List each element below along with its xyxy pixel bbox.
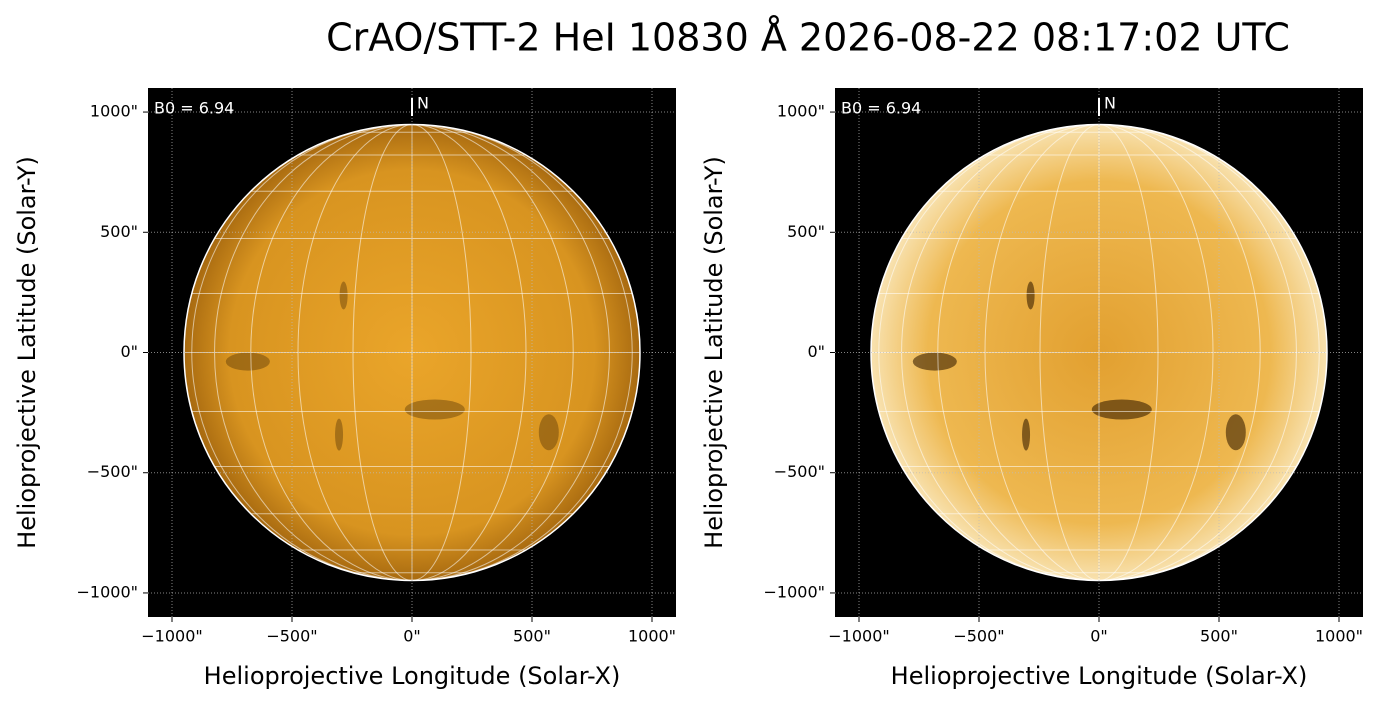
x-tick-label: 500" bbox=[513, 627, 551, 646]
x-tick-label: −1000" bbox=[828, 627, 889, 646]
x-tick-label: −1000" bbox=[141, 627, 202, 646]
x-tick-label: 1000" bbox=[628, 627, 676, 646]
y-tick-label: 1000" bbox=[90, 102, 138, 121]
filament bbox=[1022, 418, 1031, 451]
y-tick-label: 500" bbox=[787, 222, 825, 241]
filament bbox=[538, 414, 559, 451]
x-tick-label: −500" bbox=[266, 627, 317, 646]
y-axis-label: Helioprojective Latitude (Solar-Y) bbox=[700, 156, 728, 549]
annotation: B0 = 6.94 bbox=[154, 99, 234, 118]
y-tick-label: −1000" bbox=[77, 582, 138, 601]
x-tick-label: 0" bbox=[403, 627, 421, 646]
north-label: N bbox=[1104, 94, 1116, 113]
y-tick-label: −1000" bbox=[764, 582, 825, 601]
filament bbox=[404, 399, 465, 420]
y-tick-label: 1000" bbox=[777, 102, 825, 121]
y-tick-label: 0" bbox=[120, 342, 138, 361]
filament bbox=[1026, 281, 1035, 310]
x-tick-label: −500" bbox=[953, 627, 1004, 646]
x-tick-label: 0" bbox=[1090, 627, 1108, 646]
filament bbox=[339, 281, 348, 310]
filament bbox=[225, 352, 270, 371]
filament bbox=[912, 352, 957, 371]
x-axis-label: Helioprojective Longitude (Solar-X) bbox=[891, 662, 1308, 690]
filament bbox=[1091, 399, 1152, 420]
y-tick-label: −500" bbox=[87, 462, 138, 481]
annotation: B0 = 6.94 bbox=[841, 99, 921, 118]
figure-title: CrAO/STT-2 HeI 10830 Å 2026-08-22 08:17:… bbox=[326, 16, 1290, 60]
y-tick-label: −500" bbox=[774, 462, 825, 481]
y-axis-label: Helioprojective Latitude (Solar-Y) bbox=[13, 156, 41, 549]
y-tick-label: 500" bbox=[100, 222, 138, 241]
north-label: N bbox=[417, 94, 429, 113]
filament bbox=[335, 418, 344, 451]
x-axis-label: Helioprojective Longitude (Solar-X) bbox=[204, 662, 621, 690]
y-tick-label: 0" bbox=[807, 342, 825, 361]
x-tick-label: 500" bbox=[1200, 627, 1238, 646]
filament bbox=[1225, 414, 1246, 451]
x-tick-label: 1000" bbox=[1315, 627, 1363, 646]
